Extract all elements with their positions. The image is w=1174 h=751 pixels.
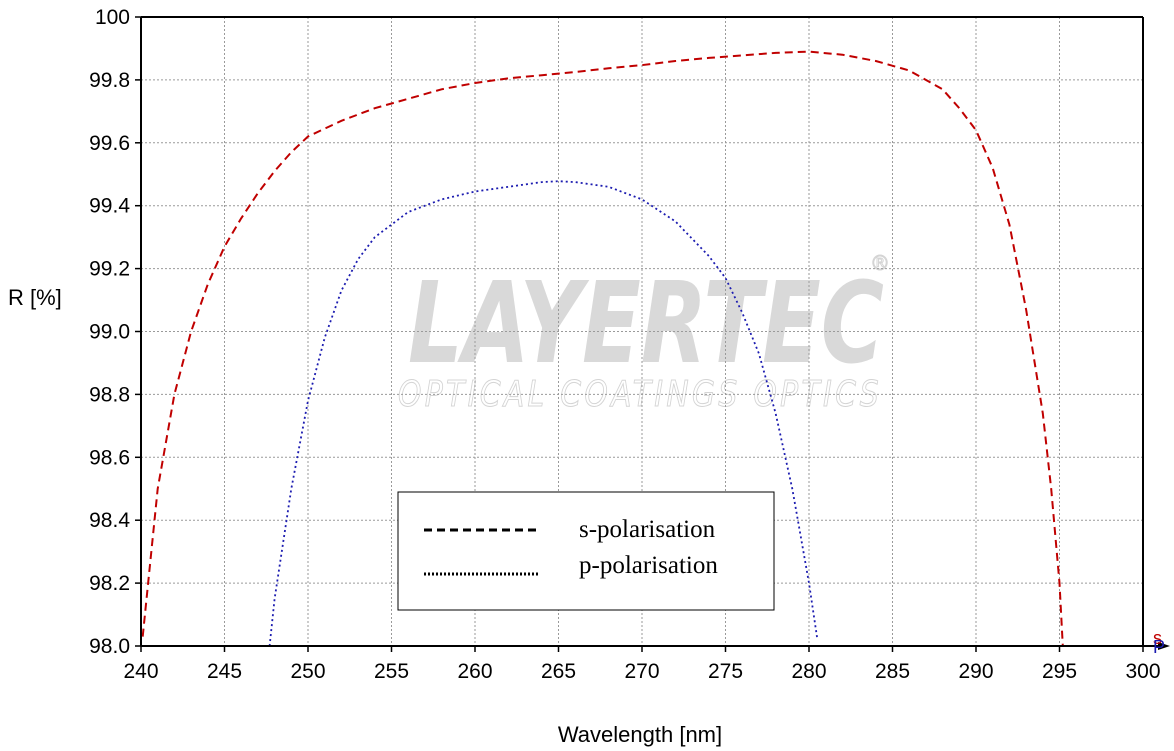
y-tick-label: 98.2 [89, 572, 130, 595]
x-tick-label: 290 [958, 660, 993, 683]
series-line-p-polarisation [268, 180, 819, 647]
y-tick-label: 98.6 [89, 446, 130, 469]
x-tick-label: 260 [457, 660, 492, 683]
y-tick-label: 98.4 [89, 509, 130, 532]
y-tick-label: 99.6 [89, 132, 130, 155]
legend: s-polarisation p-polarisation [397, 491, 775, 611]
x-tick-label: 275 [708, 660, 743, 683]
watermark-logo: LAYERTEC [408, 259, 884, 389]
y-tick-label: 99.0 [89, 321, 130, 344]
x-tick-labels: 240 245 250 255 260 265 270 275 280 285 290 295 300 [123, 660, 1160, 683]
y-tick-label: 98.8 [89, 383, 130, 406]
axes [135, 16, 1170, 652]
y-tick-label: 99.2 [89, 258, 130, 281]
legend-label-s: s-polarisation [579, 516, 716, 543]
series-line-s-polarisation [141, 50, 1064, 647]
x-tick-label: 280 [791, 660, 826, 683]
y-tick-label: 98.0 [89, 635, 130, 658]
x-tick-label: 295 [1042, 660, 1077, 683]
x-tick-label: 270 [624, 660, 659, 683]
x-axis-arrow [1158, 642, 1170, 650]
legend-box [397, 491, 775, 611]
y-tick-label: 100 [95, 6, 130, 29]
x-tick-label: 300 [1125, 660, 1160, 683]
y-tick-label: 99.8 [89, 69, 130, 92]
plot-lines [141, 50, 1064, 647]
x-tick-label: 250 [290, 660, 325, 683]
x-tick-label: 285 [875, 660, 910, 683]
legend-label-p: p-polarisation [579, 552, 718, 579]
x-axis-label: Wavelength [nm] [558, 722, 722, 747]
x-tick-label: 240 [123, 660, 158, 683]
end-marker-s: s [1153, 628, 1162, 648]
y-tick-label: 99.4 [89, 195, 130, 218]
end-marker-p: P [1153, 637, 1165, 657]
watermark: LAYERTEC OPTICAL COATINGS OPTICS ® [398, 251, 891, 416]
y-axis-label: R [%] [8, 285, 62, 310]
y-tick-labels: 98.0 98.2 98.4 98.6 98.8 99.0 99.2 99.4 99.6 99.8… [89, 6, 130, 658]
x-tick-label: 255 [374, 660, 409, 683]
watermark-registered: ® [870, 251, 890, 275]
x-tick-label: 265 [541, 660, 576, 683]
x-tick-label: 245 [207, 660, 242, 683]
